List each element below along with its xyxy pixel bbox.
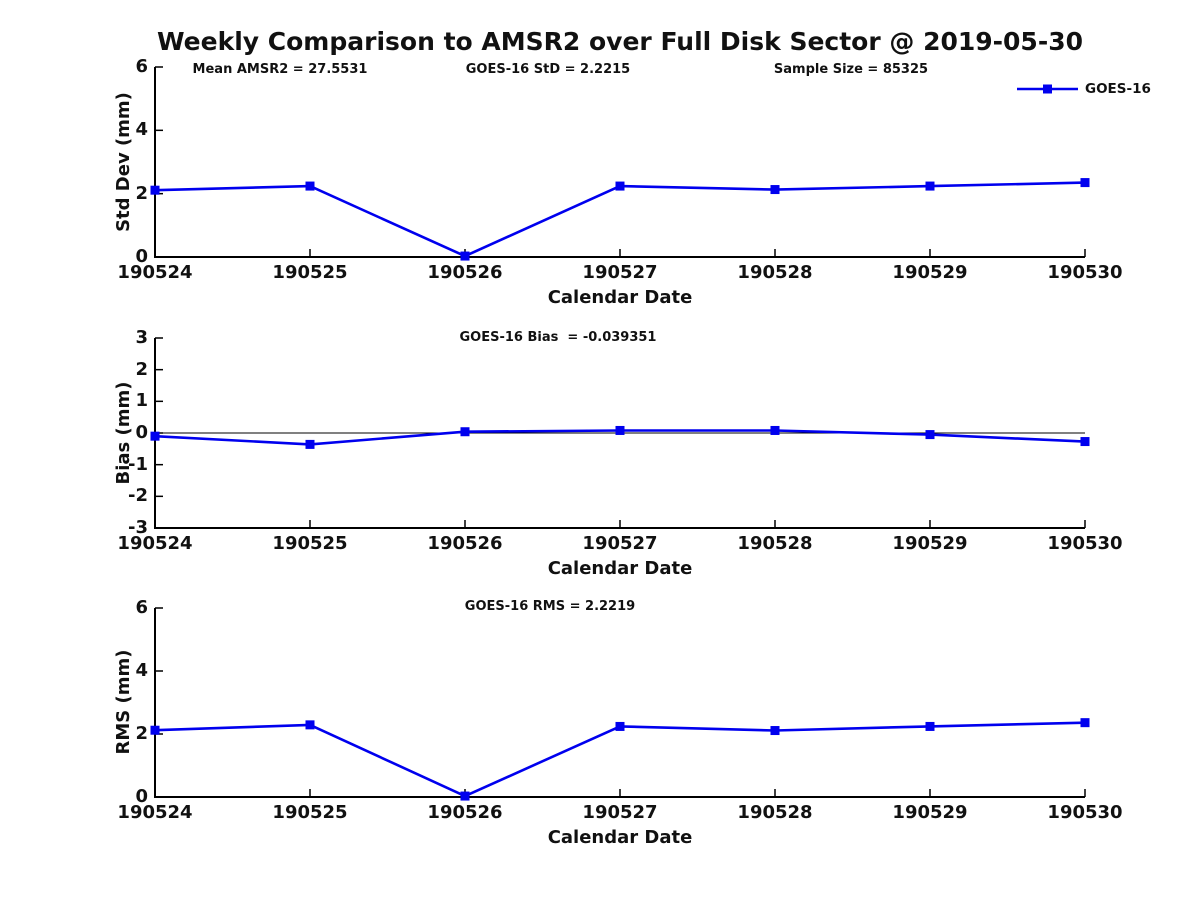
data-marker <box>150 185 160 195</box>
y-tick-label: -2 <box>128 485 148 507</box>
x-tick-label: 190527 <box>582 802 658 823</box>
x-tick-label: 190526 <box>427 262 503 283</box>
x-tick-label: 190528 <box>737 802 813 823</box>
y-tick-label: -3 <box>128 517 148 538</box>
data-marker <box>925 181 935 191</box>
data-marker <box>615 721 625 731</box>
y-tick-label: 0 <box>135 246 148 267</box>
x-tick-label: 190525 <box>272 533 348 554</box>
data-marker <box>1080 437 1090 447</box>
data-marker <box>305 181 315 191</box>
y-tick-label: 2 <box>135 358 148 380</box>
x-tick-label: 190529 <box>892 533 968 554</box>
figure-title: Weekly Comparison to AMSR2 over Full Dis… <box>156 27 1083 56</box>
x-axis-label-stddev: Calendar Date <box>547 287 693 308</box>
y-tick-label: 0 <box>135 422 148 443</box>
y-tick-label: 2 <box>135 182 148 204</box>
data-marker <box>925 430 935 440</box>
legend-marker <box>1043 84 1052 94</box>
data-marker <box>925 721 935 731</box>
annotation-goes16-bias: GOES-16 Bias = -0.039351 <box>459 330 657 345</box>
data-marker <box>615 425 625 435</box>
data-marker <box>305 439 315 449</box>
y-tick-label: 4 <box>135 119 148 141</box>
x-tick-label: 190525 <box>272 262 348 283</box>
legend-label: GOES-16 <box>1085 81 1151 97</box>
data-marker <box>770 726 780 736</box>
y-tick-label: 6 <box>135 56 148 77</box>
y-tick-label: 3 <box>135 327 148 348</box>
y-tick-label: 0 <box>135 786 148 807</box>
x-tick-label: 190524 <box>117 533 193 554</box>
data-marker <box>1080 178 1090 188</box>
x-tick-label: 190524 <box>117 262 193 283</box>
x-tick-label: 190524 <box>117 802 193 823</box>
x-tick-label: 190526 <box>427 533 503 554</box>
annotation-goes16-rms: GOES-16 RMS = 2.2219 <box>464 599 636 614</box>
annotation-goes16-std: GOES-16 StD = 2.2215 <box>465 62 631 77</box>
data-marker <box>460 251 470 261</box>
annotation-sample-size: Sample Size = 85325 <box>773 62 929 77</box>
x-tick-label: 190530 <box>1047 262 1123 283</box>
data-marker <box>615 181 625 191</box>
data-marker <box>150 725 160 735</box>
data-marker <box>460 791 470 801</box>
data-marker <box>150 431 160 441</box>
data-line-GOES-16 <box>154 721 1086 798</box>
y-tick-label: 2 <box>135 723 148 744</box>
x-tick-label: 190525 <box>272 802 348 823</box>
y-tick-label: 6 <box>135 597 148 618</box>
data-marker <box>1080 718 1090 728</box>
x-tick-label: 190529 <box>892 802 968 823</box>
y-tick-label: 4 <box>135 660 148 681</box>
x-tick-label: 190527 <box>582 533 658 554</box>
x-tick-label: 190530 <box>1047 802 1123 823</box>
y-tick-label: -1 <box>128 453 148 475</box>
data-marker <box>770 185 780 195</box>
data-marker <box>770 425 780 435</box>
x-tick-label: 190529 <box>892 262 968 283</box>
y-tick-label: 1 <box>135 390 148 412</box>
x-axis-label-rms: Calendar Date <box>547 827 693 848</box>
x-tick-label: 190528 <box>737 262 813 283</box>
x-tick-label: 190530 <box>1047 533 1123 554</box>
x-tick-label: 190526 <box>427 802 503 823</box>
x-axis-label-bias: Calendar Date <box>547 558 693 579</box>
data-line-GOES-16 <box>154 181 1086 258</box>
annotation-mean-amsr2: Mean AMSR2 = 27.5531 <box>192 62 368 77</box>
data-marker <box>305 720 315 730</box>
x-tick-label: 190527 <box>582 262 658 283</box>
data-marker <box>460 427 470 437</box>
x-tick-label: 190528 <box>737 533 813 554</box>
